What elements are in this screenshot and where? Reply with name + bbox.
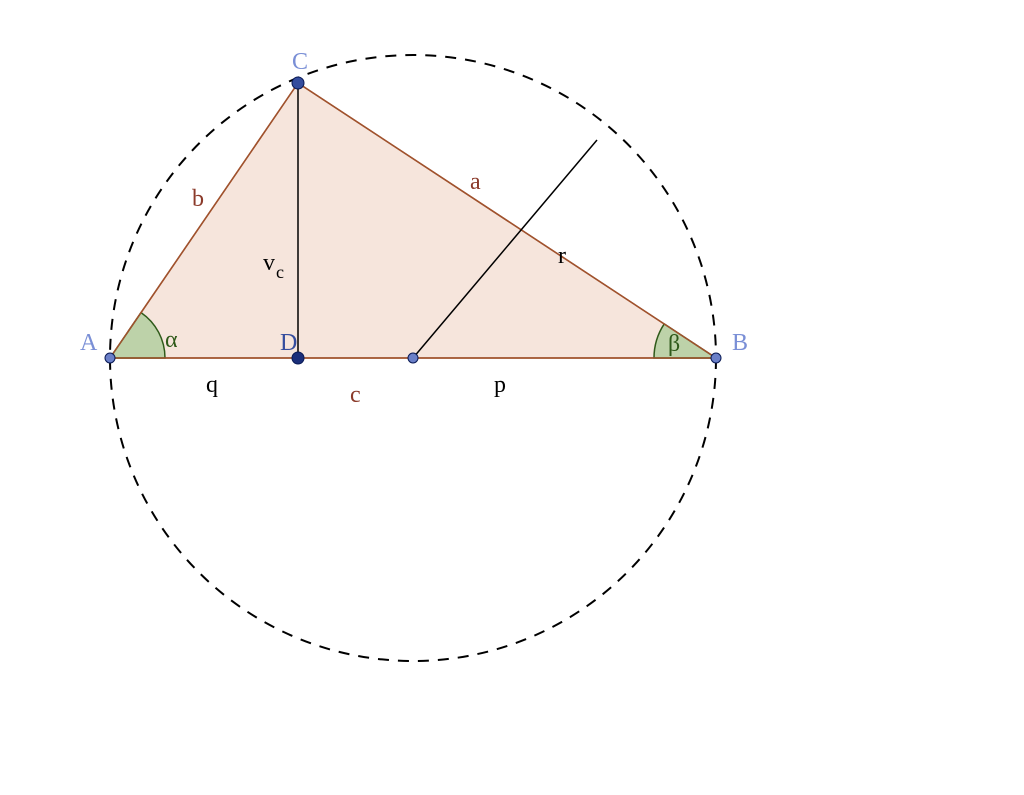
label-r: r bbox=[558, 243, 566, 269]
label-b: b bbox=[192, 186, 204, 212]
point-label-A: A bbox=[80, 330, 98, 356]
point-label-C: C bbox=[292, 49, 308, 75]
angle-label-β: β bbox=[668, 331, 680, 357]
point-label-D: D bbox=[280, 330, 297, 356]
geometry-diagram: αβABCDabcpqrvc bbox=[0, 0, 1024, 795]
label-p: p bbox=[494, 372, 506, 398]
point-B bbox=[711, 353, 721, 363]
label-c: c bbox=[350, 382, 361, 408]
point-O bbox=[408, 353, 418, 363]
label-a: a bbox=[470, 169, 481, 195]
point-A bbox=[105, 353, 115, 363]
label-q: q bbox=[206, 372, 218, 398]
background bbox=[0, 0, 1024, 795]
point-C bbox=[292, 77, 304, 89]
point-label-B: B bbox=[732, 330, 748, 356]
angle-label-α: α bbox=[165, 327, 178, 353]
